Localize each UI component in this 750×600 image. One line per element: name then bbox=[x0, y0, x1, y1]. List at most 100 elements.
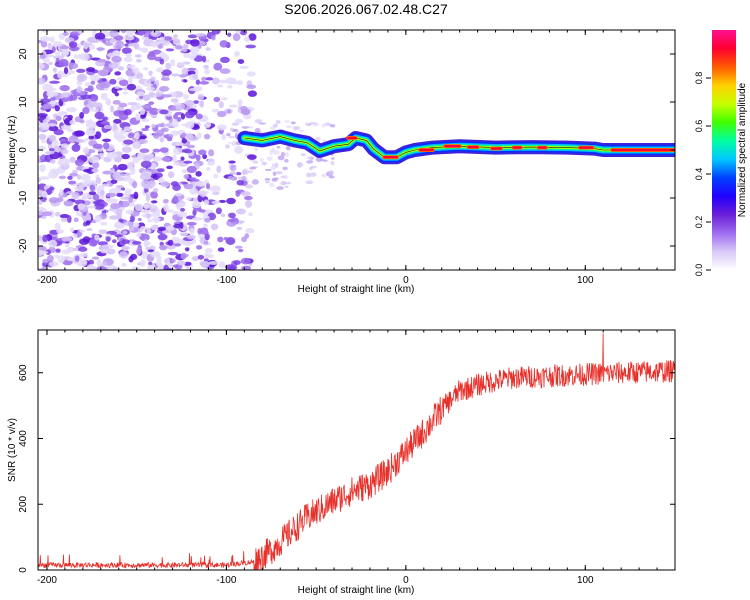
noise-speckle bbox=[128, 256, 134, 263]
snr-y-ticks: 0 200 400 600 bbox=[18, 364, 675, 573]
noise-speckle bbox=[171, 73, 180, 77]
noise-speckle bbox=[199, 80, 210, 85]
noise-speckle bbox=[49, 186, 55, 191]
noise-speckle bbox=[187, 67, 197, 71]
noise-speckle bbox=[218, 101, 224, 109]
noise-speckle bbox=[195, 170, 202, 177]
noise-speckle bbox=[116, 134, 126, 143]
noise-speckle bbox=[239, 65, 249, 69]
noise-speckle bbox=[54, 211, 61, 217]
noise-speckle bbox=[167, 263, 173, 268]
noise-speckle bbox=[180, 252, 187, 260]
noise-speckle bbox=[158, 244, 168, 250]
noise-speckle bbox=[125, 209, 134, 215]
spectrogram-x-tick-label: -100 bbox=[216, 275, 236, 286]
noise-speckle bbox=[91, 256, 100, 260]
noise-speckle bbox=[230, 164, 237, 168]
noise-speckle bbox=[57, 111, 68, 116]
noise-speckle bbox=[171, 121, 179, 128]
noise-speckle bbox=[202, 55, 207, 63]
noise-speckle bbox=[47, 125, 59, 132]
noise-speckle bbox=[184, 99, 195, 107]
noise-speckle bbox=[203, 240, 209, 245]
noise-speckle bbox=[100, 189, 105, 197]
noise-speckle bbox=[61, 97, 70, 103]
noise-speckle bbox=[181, 138, 188, 144]
noise-speckle bbox=[195, 79, 201, 85]
noise-speckle bbox=[74, 185, 84, 192]
spectrogram-y-tick-label: -10 bbox=[18, 190, 29, 205]
noise-speckle bbox=[199, 100, 204, 108]
noise-speckle bbox=[260, 157, 264, 162]
noise-speckle bbox=[166, 136, 173, 142]
noise-speckle bbox=[54, 105, 60, 112]
noise-speckle bbox=[159, 52, 166, 57]
noise-speckle bbox=[226, 197, 236, 205]
noise-speckle bbox=[49, 80, 61, 84]
noise-speckle bbox=[144, 125, 150, 129]
noise-speckle bbox=[198, 209, 206, 213]
noise-speckle bbox=[285, 145, 291, 151]
noise-speckle bbox=[198, 149, 207, 155]
noise-speckle bbox=[204, 121, 212, 128]
noise-speckle bbox=[74, 159, 84, 167]
noise-speckle bbox=[237, 59, 245, 64]
noise-speckle bbox=[329, 124, 336, 128]
noise-speckle bbox=[54, 222, 61, 231]
noise-speckle bbox=[84, 138, 90, 142]
noise-speckle bbox=[186, 165, 197, 173]
noise-speckle bbox=[48, 239, 58, 248]
noise-speckle bbox=[231, 141, 239, 146]
noise-speckle bbox=[46, 87, 57, 91]
noise-speckle bbox=[88, 44, 96, 50]
noise-speckle bbox=[96, 258, 102, 267]
noise-speckle bbox=[121, 47, 132, 55]
noise-speckle bbox=[150, 30, 162, 38]
noise-speckle bbox=[241, 236, 247, 243]
noise-speckle bbox=[184, 110, 195, 119]
noise-speckle bbox=[221, 134, 227, 140]
noise-speckle bbox=[54, 254, 60, 259]
noise-speckle bbox=[161, 156, 171, 162]
noise-speckle bbox=[113, 221, 124, 229]
noise-speckle bbox=[94, 234, 100, 241]
noise-speckle bbox=[170, 181, 179, 187]
noise-speckle bbox=[113, 118, 122, 124]
noise-speckle bbox=[248, 33, 257, 41]
noise-speckle bbox=[48, 61, 53, 66]
noise-speckle bbox=[201, 76, 207, 82]
noise-speckle bbox=[87, 85, 94, 93]
snr-x-tick-label: -100 bbox=[216, 575, 236, 586]
spectrogram-y-tick-label: 10 bbox=[18, 96, 29, 108]
spectrogram-x-tick-label: 0 bbox=[403, 275, 409, 286]
noise-speckle bbox=[176, 260, 186, 266]
noise-speckle bbox=[59, 213, 70, 219]
noise-speckle bbox=[236, 208, 246, 215]
noise-speckle bbox=[230, 171, 236, 175]
noise-speckle bbox=[265, 179, 270, 184]
noise-speckle bbox=[92, 193, 100, 201]
noise-speckle bbox=[211, 35, 216, 41]
noise-speckle bbox=[254, 127, 261, 134]
noise-speckle bbox=[59, 188, 64, 197]
noise-speckle bbox=[156, 168, 165, 173]
noise-speckle bbox=[79, 111, 85, 119]
noise-speckle bbox=[123, 126, 132, 132]
noise-speckle bbox=[186, 221, 197, 226]
noise-speckle bbox=[84, 179, 91, 187]
noise-speckle bbox=[275, 119, 281, 124]
noise-speckle bbox=[245, 44, 257, 49]
noise-speckle bbox=[145, 246, 151, 251]
noise-speckle bbox=[225, 237, 236, 245]
noise-speckle bbox=[305, 180, 314, 185]
noise-speckle bbox=[114, 85, 120, 90]
noise-speckle bbox=[205, 47, 211, 51]
noise-speckle bbox=[280, 175, 286, 179]
noise-speckle bbox=[86, 127, 94, 134]
noise-speckle bbox=[113, 110, 124, 117]
noise-speckle bbox=[186, 144, 196, 149]
noise-speckle bbox=[80, 120, 85, 124]
noise-speckle bbox=[203, 223, 208, 227]
noise-speckle bbox=[135, 113, 140, 121]
